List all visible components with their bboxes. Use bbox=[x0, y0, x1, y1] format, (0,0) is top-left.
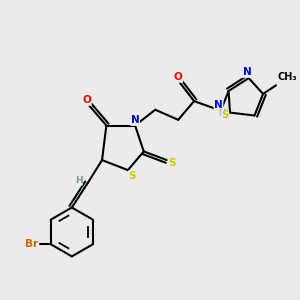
Text: S: S bbox=[128, 171, 136, 181]
Text: N: N bbox=[214, 100, 223, 110]
Text: N: N bbox=[243, 68, 252, 77]
Text: N: N bbox=[131, 116, 140, 125]
Text: H: H bbox=[75, 176, 82, 185]
Text: S: S bbox=[168, 158, 176, 168]
Text: O: O bbox=[174, 72, 183, 82]
Text: CH₃: CH₃ bbox=[278, 72, 297, 82]
Text: H: H bbox=[218, 109, 226, 118]
Text: S: S bbox=[221, 110, 229, 121]
Text: Br: Br bbox=[25, 239, 38, 249]
Text: O: O bbox=[82, 95, 91, 105]
